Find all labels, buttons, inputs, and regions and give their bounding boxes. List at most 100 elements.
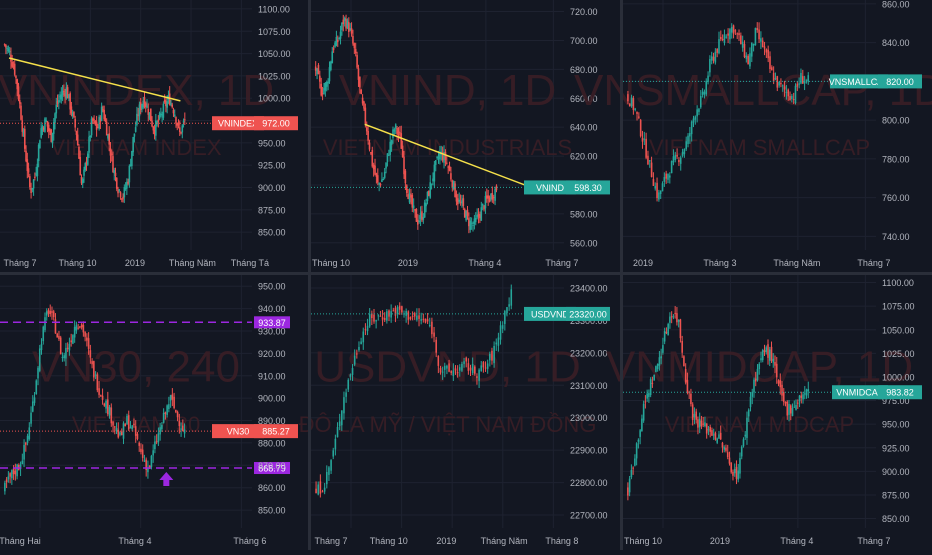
- candle-body: [676, 313, 678, 323]
- candle-body: [323, 487, 326, 492]
- candle-body: [162, 412, 165, 423]
- candle-body: [727, 33, 729, 36]
- candle-body: [336, 39, 339, 43]
- candle-body: [497, 337, 500, 346]
- candle-body: [401, 306, 403, 313]
- candle-body: [35, 173, 37, 175]
- candle-body: [5, 479, 8, 483]
- candle-body: [670, 316, 673, 318]
- candle-body: [699, 95, 702, 108]
- candle-body: [450, 371, 453, 373]
- candle-body: [176, 411, 179, 418]
- candle-body: [733, 468, 736, 474]
- candle-body: [454, 183, 456, 198]
- candle-body: [807, 75, 810, 82]
- candle-body: [703, 91, 706, 95]
- panel-divider: [0, 272, 932, 275]
- candle-body: [681, 151, 684, 156]
- candle-body: [630, 469, 633, 478]
- candle-body: [716, 48, 718, 53]
- panel-background: [623, 275, 932, 550]
- candle-body: [5, 44, 7, 48]
- candle-body: [495, 342, 498, 345]
- candle-body: [33, 397, 36, 403]
- candle-body: [484, 367, 487, 369]
- y-tick-label: 925.00: [882, 443, 910, 453]
- y-tick-label: 23100.00: [570, 381, 608, 391]
- candle-body: [674, 155, 677, 160]
- candle-body: [59, 96, 61, 98]
- y-tick-label: 23200.00: [570, 348, 608, 358]
- candle-body: [180, 132, 182, 134]
- candle-body: [113, 170, 116, 174]
- candle-body: [401, 145, 404, 158]
- candle-body: [360, 89, 363, 95]
- candle-body: [791, 95, 793, 99]
- candle-body: [139, 102, 142, 110]
- y-tick-label: 920.00: [258, 349, 286, 359]
- candle-body: [168, 404, 170, 409]
- price-tag-label: VN30: [227, 427, 250, 437]
- candle-body: [634, 458, 636, 466]
- candle-body: [79, 157, 82, 176]
- candle-body: [665, 173, 667, 179]
- candle-body: [476, 214, 478, 218]
- price-tag-value: 885.27: [262, 427, 290, 437]
- candle-body: [433, 332, 435, 337]
- candle-body: [379, 184, 382, 186]
- candle-body: [328, 467, 330, 475]
- candle-body: [455, 194, 458, 202]
- candle-body: [630, 97, 633, 107]
- candle-body: [99, 117, 102, 122]
- candle-body: [347, 379, 350, 390]
- arrow-up-icon: [159, 472, 174, 487]
- candle-body: [133, 133, 136, 137]
- candle-body: [76, 134, 79, 145]
- candle-body: [134, 127, 137, 132]
- trendline[interactable]: [8, 57, 181, 102]
- candle-body: [714, 51, 717, 63]
- trendline[interactable]: [364, 123, 526, 186]
- candle-body: [803, 81, 806, 84]
- candle-body: [338, 421, 341, 427]
- candle-body: [486, 363, 489, 369]
- candle-body: [756, 368, 759, 381]
- y-tick-label: 22900.00: [570, 446, 608, 456]
- candle-body: [707, 429, 710, 431]
- candle-body: [421, 211, 423, 221]
- candle-body: [178, 127, 181, 132]
- x-tick-label: Tháng Năm: [481, 536, 528, 546]
- candle-body: [389, 141, 392, 155]
- candle-body: [471, 363, 474, 373]
- candle-body: [143, 460, 146, 462]
- candle-body: [370, 152, 372, 154]
- candle-body: [653, 374, 655, 381]
- candle-body: [363, 101, 365, 109]
- price-tag-label-bg: [524, 306, 576, 321]
- candle-body: [426, 191, 429, 201]
- candle-body: [736, 33, 739, 35]
- candle-body: [150, 455, 153, 468]
- candle-body: [58, 335, 60, 340]
- candle-body: [386, 153, 389, 162]
- candle-body: [127, 181, 129, 184]
- candle-body: [732, 25, 735, 34]
- candle-body: [751, 391, 754, 397]
- candle-body: [112, 421, 114, 426]
- candle-body: [319, 75, 321, 82]
- price-tag-value: 820.00: [886, 77, 914, 87]
- candle-body: [30, 187, 32, 194]
- candle-body: [366, 325, 369, 332]
- candle-body: [783, 86, 786, 90]
- y-tick-label: 1075.00: [882, 302, 915, 312]
- y-tick-label: 580.00: [570, 209, 598, 219]
- chart-panel-3[interactable]: VNSMALLCAP, 1D VIETNAM SMALLCAP 860.00 840.…: [574, 0, 932, 272]
- candle-body: [662, 345, 664, 353]
- y-tick-label: 925.00: [258, 161, 286, 171]
